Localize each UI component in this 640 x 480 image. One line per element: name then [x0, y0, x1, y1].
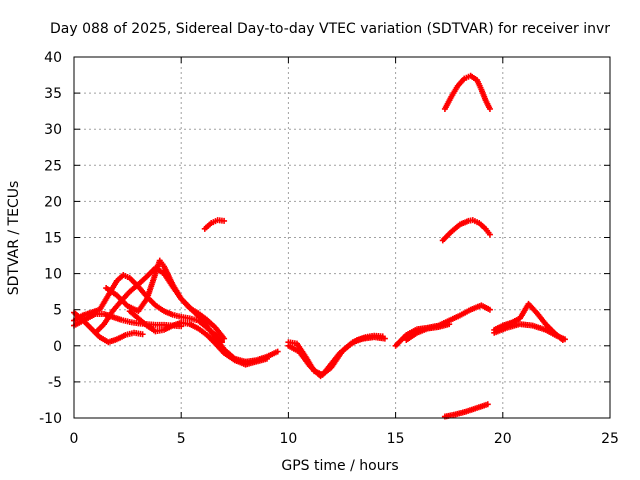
chart-title: Day 088 of 2025, Sidereal Day-to-day VTE…: [50, 21, 610, 37]
x-tick-label: 15: [387, 431, 405, 447]
y-tick-label: 30: [44, 122, 62, 138]
x-tick-label: 0: [70, 431, 79, 447]
data-point-marker: [561, 336, 568, 343]
x-axis-label: GPS time / hours: [281, 458, 398, 474]
series-track-e: [103, 257, 281, 365]
data-point-marker: [221, 217, 228, 224]
y-tick-label: 20: [44, 194, 62, 210]
y-tick-label: 35: [44, 86, 62, 102]
x-tick-label: 10: [279, 431, 297, 447]
y-axis-ticks: -10 -5 0 5 10 15 20 25 30 35 40: [39, 50, 610, 427]
grid-lines: [74, 57, 610, 418]
data-point-marker: [139, 331, 146, 338]
data-point-marker: [381, 335, 388, 342]
y-axis-label: SDTVAR / TECUs: [6, 181, 22, 296]
data-point-marker: [274, 348, 281, 355]
series-track-i: [285, 334, 388, 380]
y-tick-label: 25: [44, 158, 62, 174]
data-point-marker: [221, 335, 228, 342]
data-point-marker: [486, 231, 493, 238]
series-track-f: [126, 308, 270, 368]
data-points: [71, 72, 568, 420]
y-tick-label: -10: [39, 411, 62, 427]
series-track-k: [403, 321, 453, 344]
y-tick-label: 0: [53, 339, 62, 355]
series-track-n: [441, 401, 491, 420]
x-tick-label: 5: [177, 431, 186, 447]
series-track-g: [201, 217, 228, 232]
x-axis-ticks: 0 5 10 15 20 25: [70, 57, 619, 447]
data-point-marker: [263, 355, 270, 362]
y-tick-label: 40: [44, 50, 62, 66]
series-track-l: [439, 217, 493, 244]
series-track-p: [491, 321, 568, 343]
data-point-marker: [486, 306, 493, 313]
y-tick-label: 10: [44, 267, 62, 283]
data-point-marker: [486, 105, 493, 112]
data-point-marker: [484, 401, 491, 408]
x-tick-label: 25: [601, 431, 619, 447]
series-track-m: [441, 72, 493, 112]
y-tick-label: 5: [53, 303, 62, 319]
y-tick-label: 15: [44, 231, 62, 247]
data-point-marker: [446, 321, 453, 328]
x-tick-label: 20: [494, 431, 512, 447]
y-tick-label: -5: [48, 375, 62, 391]
